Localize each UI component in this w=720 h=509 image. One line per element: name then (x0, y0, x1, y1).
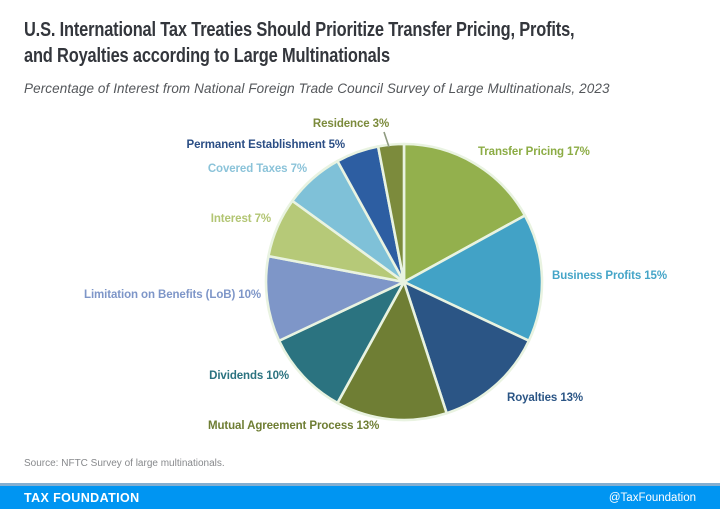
pie-slice-label-mutual-agreement-process: Mutual Agreement Process 13% (208, 420, 380, 432)
pie-slice-label-covered-taxes: Covered Taxes 7% (207, 163, 307, 175)
source-note: Source: NFTC Survey of large multination… (24, 458, 225, 469)
pie-slice-label-interest: Interest 7% (210, 213, 271, 225)
pie-slice-mutual-agreement-process (336, 280, 448, 422)
pie-slice-label-permanent-establishment: Permanent Establishment 5% (186, 139, 346, 151)
pie-slice-transfer-pricing (402, 142, 527, 284)
leader-line (383, 131, 390, 148)
brand-name: TAX FOUNDATION (24, 490, 140, 505)
pie-slice-business-profits (402, 214, 544, 343)
pie-slice-label-limitation-on-benefits-lob: Limitation on Benefits (LoB) 10% (84, 289, 261, 301)
pie-slice-limitation-on-benefits-lob (264, 254, 406, 343)
chart-title-line-2: and Royalties according to Large Multina… (24, 45, 390, 67)
chart-subtitle: Percentage of Interest from National For… (24, 81, 610, 96)
chart-title-line-1: U.S. International Tax Treaties Should P… (24, 19, 575, 41)
pie-slice-label-transfer-pricing: Transfer Pricing 17% (478, 146, 590, 158)
pie-slice-label-business-profits: Business Profits 15% (552, 270, 667, 282)
pie-slice-residence (376, 142, 406, 284)
pie-slice-label-dividends: Dividends 10% (209, 370, 289, 382)
footer-bar: TAX FOUNDATION @TaxFoundation (0, 483, 720, 509)
pie-slice-royalties (402, 280, 531, 415)
chart-header: U.S. International Tax Treaties Should P… (24, 17, 714, 96)
twitter-handle: @TaxFoundation (608, 491, 696, 504)
pie-slice-label-royalties: Royalties 13% (507, 392, 584, 404)
pie-slice-label-residence: Residence 3% (312, 118, 390, 130)
pie-slice-dividends (277, 280, 406, 405)
